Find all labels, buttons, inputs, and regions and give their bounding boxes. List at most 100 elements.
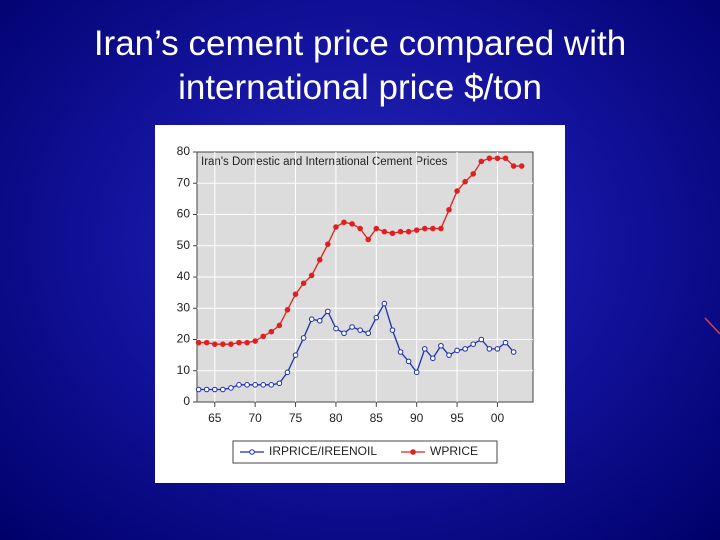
data-point <box>486 155 493 162</box>
data-point <box>389 230 396 237</box>
data-point <box>365 236 372 243</box>
data-point <box>236 339 242 346</box>
data-point <box>381 228 388 235</box>
data-point <box>381 300 388 307</box>
data-point <box>365 330 372 337</box>
legend-label: IRPRICE/IREENOIL <box>269 444 377 458</box>
data-point <box>325 308 331 315</box>
y-tick-label: 50 <box>177 238 191 252</box>
data-point <box>308 316 315 322</box>
data-point <box>438 342 444 349</box>
data-point <box>316 257 323 263</box>
data-point <box>220 341 226 347</box>
data-point <box>357 327 363 333</box>
y-tick-label: 20 <box>177 332 191 346</box>
data-point <box>211 341 218 347</box>
y-tick-label: 70 <box>177 175 191 189</box>
data-point <box>349 324 355 330</box>
data-point <box>413 227 420 233</box>
data-point <box>357 225 363 232</box>
data-point <box>454 188 460 194</box>
data-point <box>421 225 428 232</box>
data-point <box>446 352 452 358</box>
data-point <box>203 339 210 346</box>
data-point <box>268 328 275 335</box>
y-tick-label: 30 <box>177 300 191 314</box>
data-point <box>333 325 339 332</box>
chart-title: Iran's Domestic and International Cement… <box>201 156 448 168</box>
legend-marker <box>249 449 255 455</box>
data-point <box>276 322 283 329</box>
y-tick-label: 10 <box>177 363 191 377</box>
data-point <box>341 330 347 337</box>
data-point <box>228 341 234 347</box>
data-point <box>454 347 460 354</box>
data-point <box>478 158 485 165</box>
data-point <box>284 307 291 313</box>
data-point <box>510 163 517 169</box>
data-point <box>430 225 436 232</box>
x-tick-label: 00 <box>491 411 505 425</box>
data-point <box>252 338 258 344</box>
data-point <box>405 228 412 235</box>
legend-label: WPRICE <box>430 444 478 458</box>
data-point <box>228 385 234 391</box>
y-tick-label: 0 <box>183 394 190 408</box>
data-point <box>478 336 485 343</box>
y-tick-label: 80 <box>177 144 191 158</box>
data-point <box>316 317 323 324</box>
data-point <box>518 163 525 169</box>
data-point <box>486 346 493 352</box>
x-tick-label: 75 <box>289 411 303 425</box>
data-point <box>244 382 250 388</box>
data-point <box>220 386 226 393</box>
slide-title: Iran’s cement price compared with intern… <box>93 24 627 107</box>
data-point <box>260 333 267 340</box>
data-point <box>430 355 436 362</box>
data-point <box>300 335 307 341</box>
data-point <box>462 178 468 185</box>
data-point <box>195 339 202 346</box>
data-point <box>373 314 380 321</box>
x-tick-label: 70 <box>248 411 262 425</box>
data-point <box>292 352 299 358</box>
data-point <box>349 221 355 227</box>
x-tick-label: 65 <box>208 411 222 425</box>
x-tick-label: 85 <box>370 411 384 425</box>
data-point <box>494 346 501 352</box>
data-point <box>373 225 380 232</box>
data-point <box>284 369 291 376</box>
series-line <box>198 301 515 391</box>
data-point <box>308 272 315 279</box>
data-point <box>502 155 509 162</box>
data-point <box>405 358 412 365</box>
data-point <box>195 386 202 393</box>
data-point <box>397 228 404 235</box>
data-point <box>438 225 444 232</box>
x-tick-label: 95 <box>450 411 464 425</box>
legend <box>232 440 498 464</box>
data-point <box>494 155 501 162</box>
data-point <box>292 291 299 297</box>
data-point <box>510 349 517 355</box>
data-point <box>276 380 283 387</box>
data-point <box>325 241 331 247</box>
decor-line <box>704 317 720 335</box>
data-point <box>502 339 509 346</box>
data-point <box>389 327 396 333</box>
data-point <box>203 386 210 393</box>
data-point <box>260 382 267 388</box>
y-tick-label: 40 <box>177 269 191 283</box>
data-point <box>413 369 420 376</box>
data-point <box>397 349 404 355</box>
data-point <box>244 339 250 346</box>
data-point <box>236 382 242 388</box>
data-point <box>333 224 339 230</box>
x-tick-label: 90 <box>410 411 424 425</box>
y-tick-label: 60 <box>177 207 191 221</box>
data-point <box>446 207 452 213</box>
data-point <box>211 386 218 393</box>
data-point <box>421 346 428 352</box>
